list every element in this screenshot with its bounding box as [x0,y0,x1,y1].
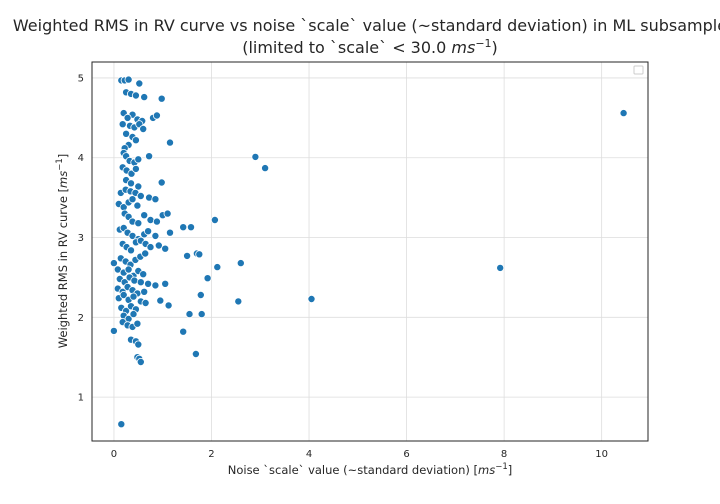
x-tick-label: 6 [403,449,409,460]
data-point [191,349,200,358]
data-point [163,209,172,218]
data-point [152,217,161,226]
data-point [140,93,149,102]
data-point [134,155,143,164]
data-point [161,244,170,253]
data-point [140,287,149,296]
data-point [261,164,270,173]
data-point [127,246,136,255]
data-point [496,263,505,272]
data-point [183,251,192,260]
data-point [136,191,145,200]
data-point [154,241,163,250]
data-point [307,294,316,303]
data-point [151,231,160,240]
data-point [157,94,166,103]
y-tick-label: 5 [78,73,84,84]
plot-frame [91,61,649,442]
data-point [165,228,174,237]
data-point [122,129,131,138]
data-point [141,298,150,307]
data-points [109,75,628,429]
data-point [128,195,137,204]
data-point [139,270,148,279]
data-point [134,340,143,349]
data-point [129,292,138,301]
data-point [117,420,126,429]
data-point [133,201,142,210]
x-tick-label: 8 [501,449,507,460]
data-point [118,120,127,129]
data-point [144,279,153,288]
data-point [131,91,140,100]
data-point [119,290,128,299]
x-tick-label: 4 [306,449,312,460]
data-point [251,152,260,161]
data-point [136,278,145,287]
data-point [131,164,140,173]
chart-title-line1: Weighted RMS in RV curve vs noise `scale… [13,16,720,35]
data-point [619,109,628,118]
data-point [134,219,143,228]
legend-box [633,65,644,75]
data-point [236,259,245,268]
x-tick-label: 2 [208,449,214,460]
x-axis-label: Noise `scale` value (~standard deviation… [228,462,513,477]
chart-title-line2: (limited to `scale` < 30.0 ms−1) [242,37,498,57]
data-point [140,211,149,220]
data-point [136,357,145,366]
data-point [141,249,150,258]
data-point [151,195,160,204]
data-point [123,113,132,122]
y-tick-label: 3 [78,233,84,244]
data-point [213,263,222,272]
data-point [139,125,148,134]
y-axis-label: Weighted RMS in RV curve [ms−1] [55,154,70,349]
data-point [161,279,170,288]
data-point [146,243,155,252]
data-point [210,215,219,224]
data-point [156,296,165,305]
data-point [164,301,173,310]
data-point [179,327,188,336]
data-point [196,290,205,299]
grid [92,62,648,441]
data-point [157,178,166,187]
data-point [152,111,161,120]
data-point [197,310,206,319]
data-point [234,297,243,306]
data-point [185,310,194,319]
data-point [109,259,118,268]
data-point [133,319,142,328]
data-point [186,223,195,232]
y-tick-label: 4 [78,153,84,164]
data-point [134,182,143,191]
data-point [129,310,138,319]
data-point [135,79,144,88]
x-tick-label: 0 [111,449,117,460]
data-point [127,179,136,188]
data-point [131,136,140,145]
data-point [165,138,174,147]
data-point [179,223,188,232]
data-point [109,326,118,335]
y-tick-label: 1 [78,393,84,404]
data-point [145,152,154,161]
data-point [151,281,160,290]
x-tick-label: 10 [595,449,608,460]
data-point [124,75,133,84]
data-point [203,274,212,283]
data-point [124,265,133,274]
y-tick-label: 2 [78,313,84,324]
data-point [195,250,204,259]
data-point [144,227,153,236]
